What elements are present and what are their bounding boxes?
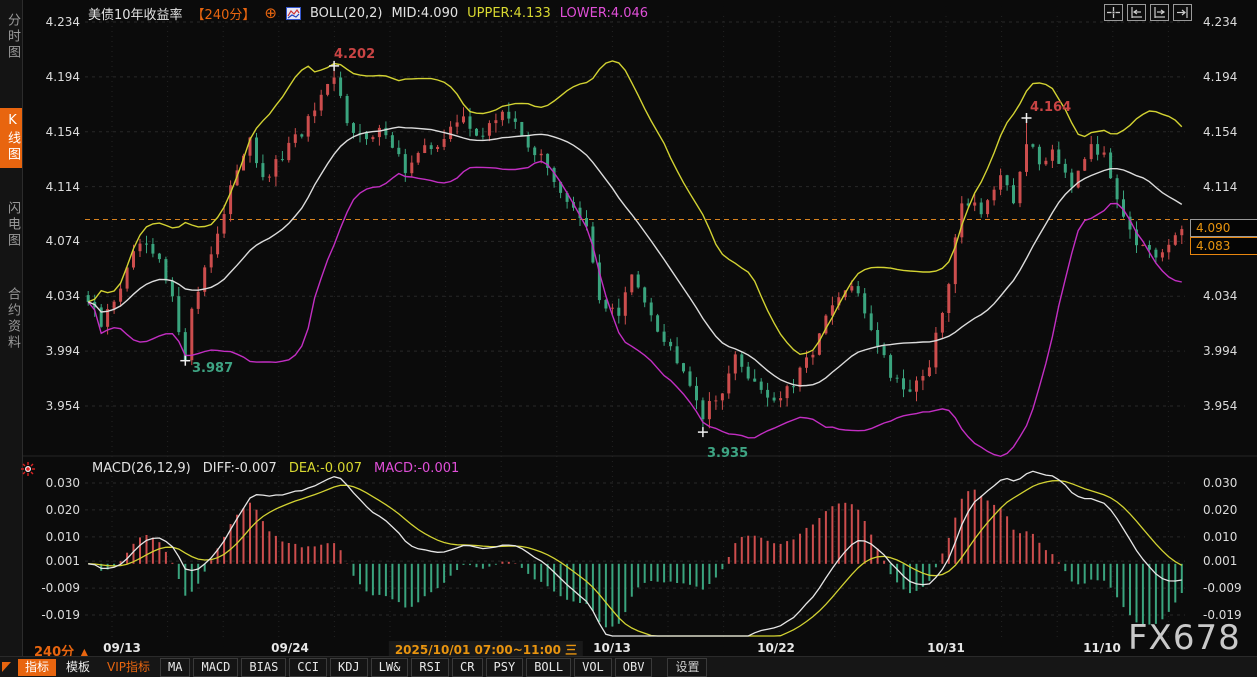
crosshair-icon[interactable]: [1104, 4, 1123, 21]
axis-tick-label: -0.009: [41, 581, 80, 596]
toolbar-item-cr[interactable]: CR: [452, 658, 483, 677]
axis-tick-label: 4.194: [1203, 69, 1238, 84]
high-annotation-1: 4.202: [334, 47, 376, 62]
boll-upper-line: [87, 60, 1183, 356]
macd-hist-value: MACD:-0.001: [374, 461, 460, 476]
toolbar-item-obv[interactable]: OBV: [614, 658, 653, 677]
x-axis-date-label: 11/10: [1083, 641, 1121, 655]
left-sidebar: 分时图 K线图 闪电图 合约资料: [0, 0, 23, 677]
macd-diff-line: [88, 470, 1182, 637]
low-annotation-2: 3.935: [707, 446, 749, 461]
x-axis-date-label: 10/31: [927, 641, 965, 655]
macd-dea-line: [88, 479, 1183, 637]
mini-chart-icon[interactable]: [285, 6, 301, 20]
toolbar-item-cci[interactable]: CCI: [289, 658, 327, 677]
selected-bar-timestamp: 2025/10/01 07:00~11:00 三: [388, 641, 584, 658]
axis-tick-label: 0.020: [1203, 502, 1238, 517]
last-price-tag: 4.083: [1190, 237, 1257, 255]
boll-mid-line: [87, 126, 1183, 387]
axis-tick-label: 0.030: [45, 476, 80, 490]
axis-tick-label: 0.001: [45, 554, 80, 569]
y-axis-scale-icon[interactable]: [1127, 4, 1146, 21]
sidebar-item-flash-chart[interactable]: 闪电图: [5, 201, 20, 249]
macd-dea-value: DEA:-0.007: [288, 461, 362, 476]
toolbar-item-kdj[interactable]: KDJ: [329, 658, 368, 677]
boll-mid-value: MID:4.090: [391, 5, 459, 21]
axis-tick-label: 4.114: [45, 179, 80, 194]
boll-lower-line: [87, 160, 1182, 458]
axis-tick-label: 0.030: [1203, 476, 1238, 490]
period-tag: 【240分】: [191, 7, 256, 23]
sidebar-item-contract-info[interactable]: 合约资料: [5, 287, 20, 351]
axis-tick-label: 0.010: [1203, 529, 1238, 544]
axis-tick-label: 4.154: [45, 124, 80, 139]
candlestick-layer: [86, 65, 1184, 433]
toolbar-item-vol[interactable]: VOL: [574, 658, 612, 677]
sidebar-item-time-chart[interactable]: 分时图: [5, 13, 20, 61]
axis-tick-label: 0.001: [1203, 554, 1238, 569]
toolbar-item-settings[interactable]: 设置: [667, 658, 708, 677]
toolbar-item-ma[interactable]: MA: [160, 658, 191, 677]
macd-diff-value: DIFF:-0.007: [202, 461, 277, 476]
axis-tick-label: 4.194: [45, 69, 80, 84]
axis-tick-label: -0.019: [1203, 608, 1242, 622]
axis-tick-label: 4.234: [45, 15, 80, 29]
right-price-axis: 4.234 4.194 4.154 4.114 4.034 3.994 3.954 0.030…: [1203, 0, 1257, 677]
macd-header: MACD(26,12,9) DIFF:-0.007 DEA:-0.007 MAC…: [92, 461, 459, 476]
high-annotation-2: 4.164: [1030, 100, 1072, 115]
toolbar-item-lwr[interactable]: LW&: [370, 658, 409, 677]
toolbar-item-vip-indicators[interactable]: VIP指标: [107, 660, 151, 674]
shift-right-icon[interactable]: [1173, 4, 1192, 21]
instrument-title: 美债10年收益率: [88, 7, 183, 23]
x-axis-date-label: 09/13: [103, 641, 141, 655]
low-annotation-1: 3.987: [192, 361, 234, 376]
axis-tick-label: 4.154: [1203, 124, 1238, 139]
axis-tick-label: 0.020: [45, 502, 80, 517]
axis-tick-label: 0.010: [45, 529, 80, 544]
toolbar-corner-icon[interactable]: [2, 662, 11, 672]
macd-label: MACD(26,12,9): [92, 461, 191, 476]
axis-tick-label: 4.114: [1203, 179, 1238, 194]
boll-label: BOLL(20,2): [309, 5, 383, 21]
axis-tick-label: 3.954: [45, 399, 80, 413]
alert-dot-icon[interactable]: [21, 461, 35, 480]
axis-tick-label: 4.074: [45, 234, 80, 249]
toolbar-item-bias[interactable]: BIAS: [241, 658, 287, 677]
zoom-circle-icon[interactable]: ⊕: [264, 4, 277, 22]
toolbar-item-boll[interactable]: BOLL: [526, 658, 572, 677]
watermark: FX678: [1128, 618, 1241, 658]
x-axis: 09/13 09/24 2025/10/01 07:00~11:00 三 10/13 1…: [0, 640, 1257, 658]
bottom-toolbar: 指标 模板 VIP指标 MA MACD BIAS CCI KDJ LW& RSI CR PSY BOLL…: [0, 656, 1257, 677]
axis-tick-label: 4.034: [1203, 289, 1238, 304]
chart-toolbar-icons: [1104, 4, 1192, 21]
boll-lower-value: LOWER:4.046: [559, 5, 649, 21]
axis-tick-label: 3.994: [45, 344, 80, 359]
x-axis-scale-icon[interactable]: [1150, 4, 1169, 21]
axis-tick-label: 4.034: [45, 289, 80, 304]
x-axis-date-label: 10/22: [757, 641, 795, 655]
toolbar-item-templates[interactable]: 模板: [66, 660, 91, 674]
left-price-axis: 4.234 4.194 4.154 4.114 4.074 4.034 3.994 3.954…: [0, 0, 80, 677]
axis-tick-label: 4.234: [1203, 15, 1238, 29]
x-axis-date-label: 09/24: [271, 641, 309, 655]
toolbar-item-macd[interactable]: MACD: [193, 658, 239, 677]
toolbar-items: 指标 模板 VIP指标 MA MACD BIAS CCI KDJ LW& RSI CR PSY BOLL…: [18, 658, 708, 677]
toolbar-item-indicators[interactable]: 指标: [18, 659, 57, 676]
chart-header: 美债10年收益率 【240分】 ⊕ BOLL(20,2) MID:4.090 U…: [88, 4, 649, 23]
x-axis-date-label: 10/13: [593, 641, 631, 655]
axis-tick-label: 3.994: [1203, 344, 1238, 359]
axis-tick-label: -0.009: [1203, 581, 1242, 596]
axis-tick-label: -0.019: [41, 608, 80, 622]
axis-tick-label: 3.954: [1203, 399, 1238, 413]
reference-price-tag: 4.090: [1190, 219, 1257, 237]
up-triangle-icon: ▲: [80, 646, 89, 659]
toolbar-item-psy[interactable]: PSY: [485, 658, 524, 677]
toolbar-item-rsi[interactable]: RSI: [411, 658, 450, 677]
boll-upper-value: UPPER:4.133: [467, 5, 551, 21]
sidebar-item-kline-chart[interactable]: K线图: [0, 108, 22, 168]
